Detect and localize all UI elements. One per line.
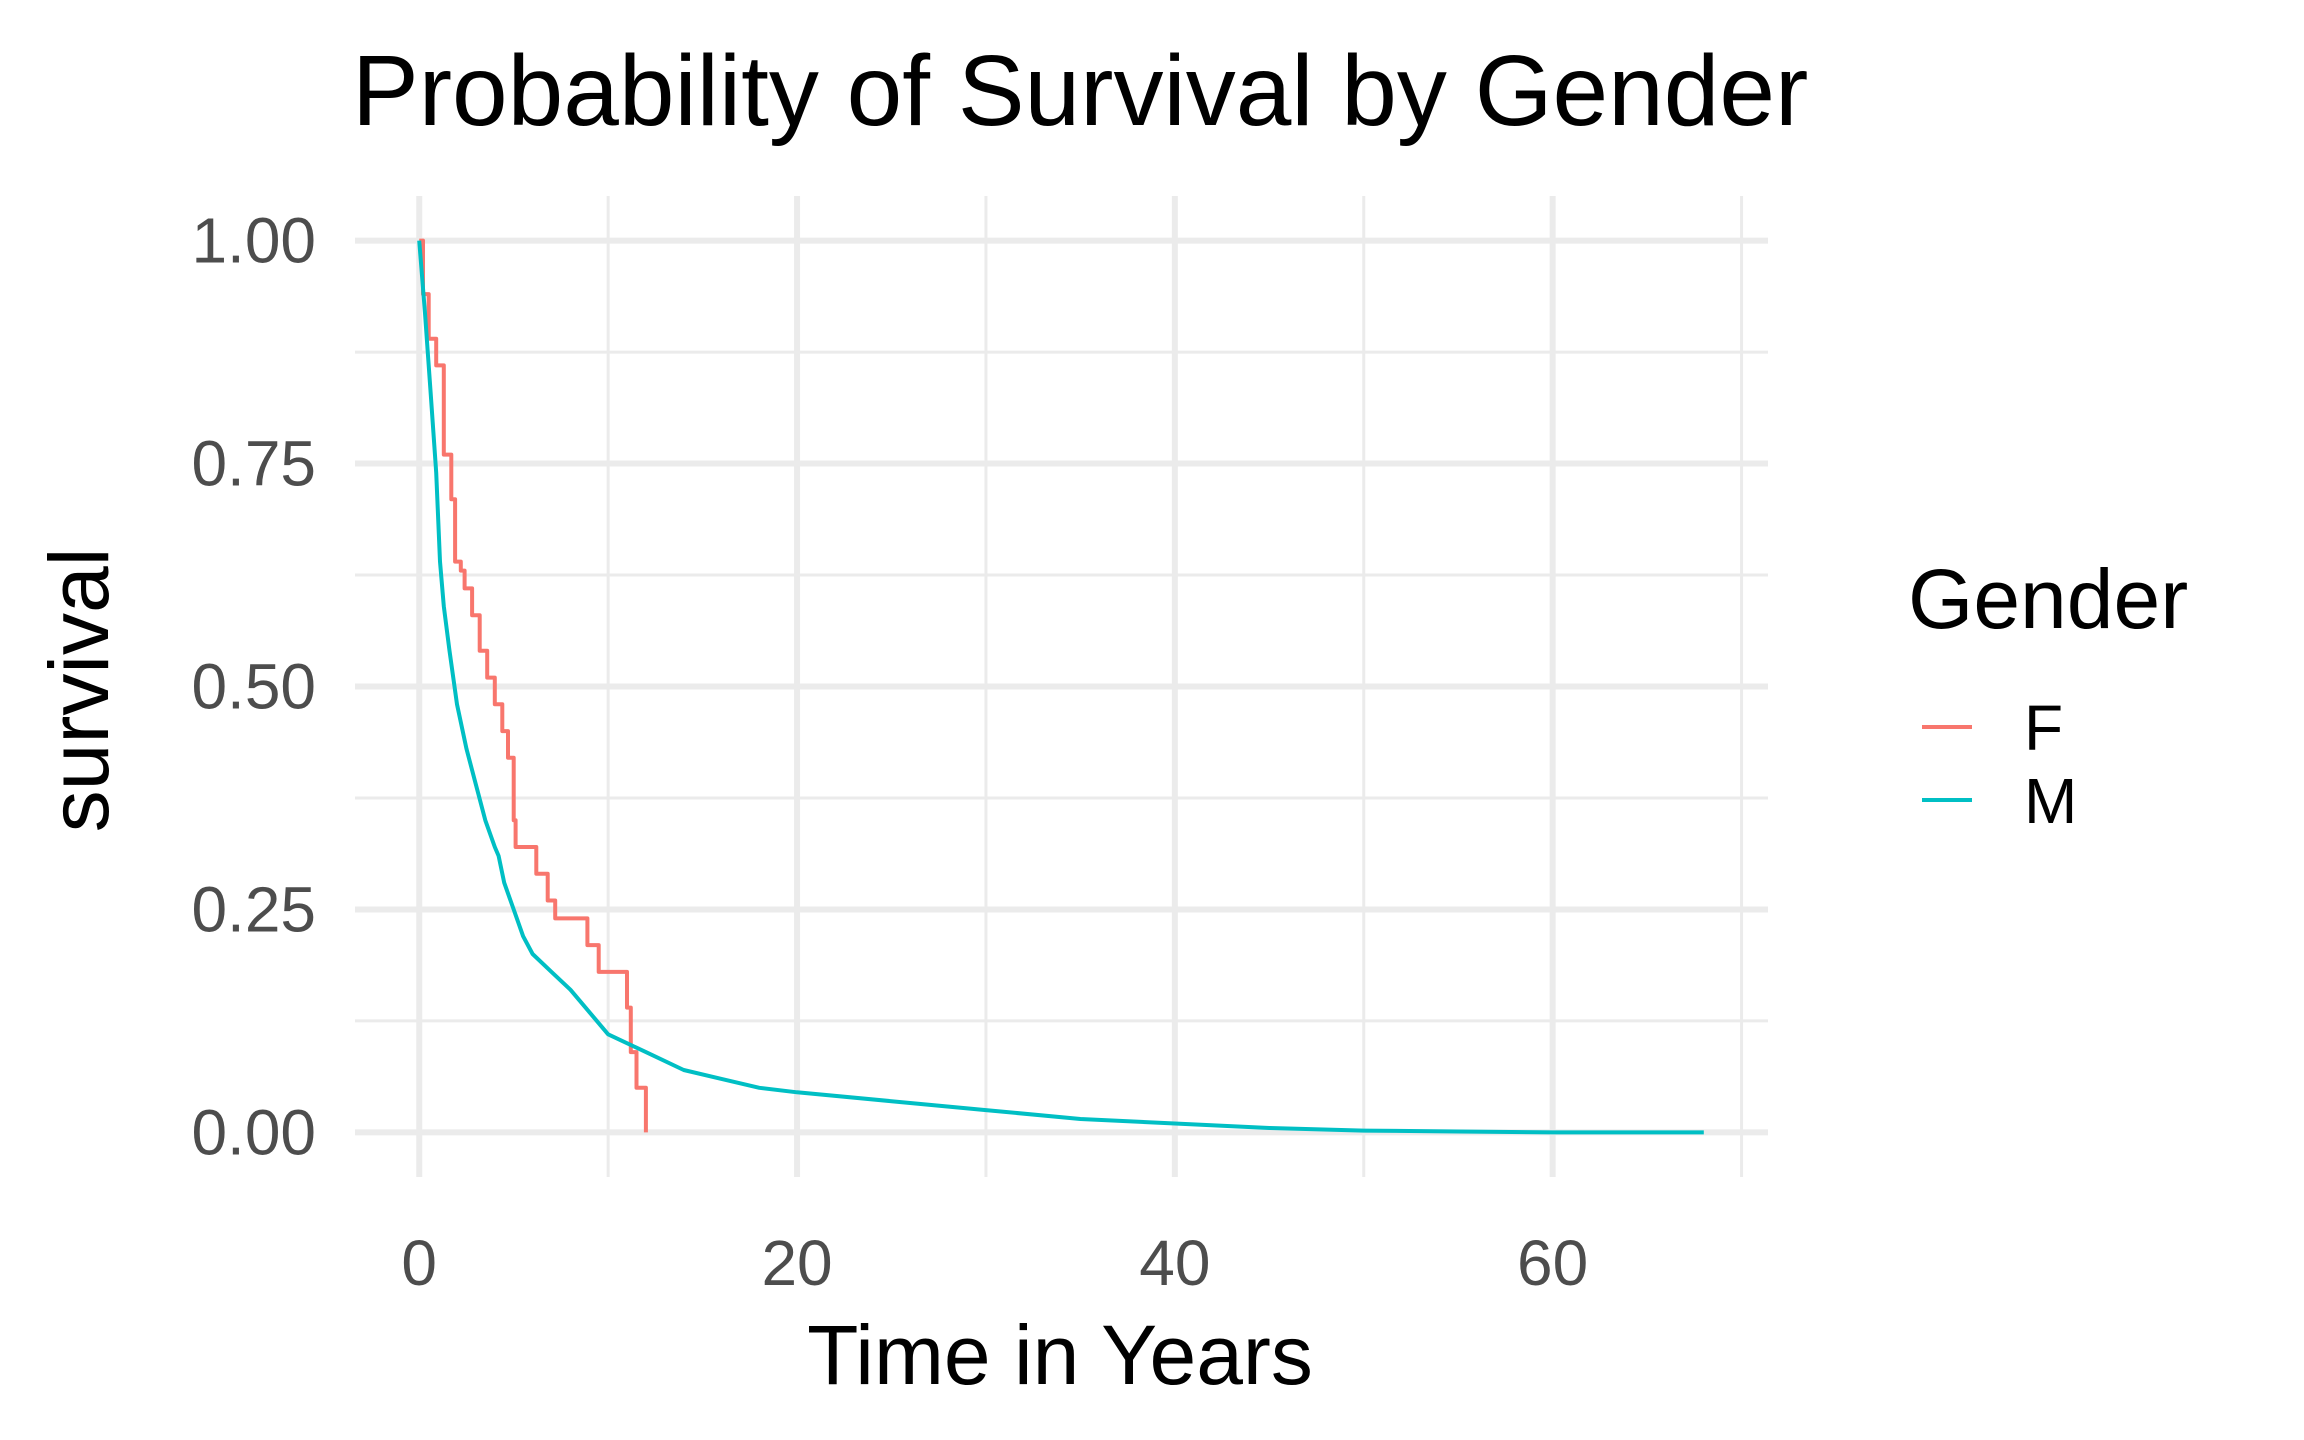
y-tick-label: 0.75 xyxy=(191,428,316,500)
legend-label-f: F xyxy=(2024,692,2063,764)
series-line-f xyxy=(419,238,648,1133)
legend-label-m: M xyxy=(2024,765,2077,837)
y-tick-label: 0.25 xyxy=(191,873,316,945)
y-axis-label: survival xyxy=(32,548,126,833)
x-tick-label: 0 xyxy=(401,1227,437,1299)
x-axis-label: Time in Years xyxy=(807,1308,1313,1402)
grid xyxy=(355,196,1768,1177)
x-tick-label: 60 xyxy=(1517,1227,1588,1299)
y-axis-ticks: 0.00 0.25 0.50 0.75 1.00 xyxy=(191,205,316,1169)
x-tick-label: 40 xyxy=(1139,1227,1210,1299)
y-tick-label: 0.50 xyxy=(191,651,316,723)
legend-entries: FM xyxy=(1922,692,2077,837)
series-layer xyxy=(417,238,1704,1135)
legend: Gender FM xyxy=(1908,552,2188,837)
y-tick-label: 0.00 xyxy=(191,1096,316,1168)
legend-title: Gender xyxy=(1908,552,2188,646)
chart-title: Probability of Survival by Gender xyxy=(352,35,1808,147)
x-axis-ticks: 0 20 40 60 xyxy=(401,1227,1588,1299)
y-tick-label: 1.00 xyxy=(191,205,316,277)
series-line-m xyxy=(417,240,1704,1135)
x-tick-label: 20 xyxy=(761,1227,832,1299)
